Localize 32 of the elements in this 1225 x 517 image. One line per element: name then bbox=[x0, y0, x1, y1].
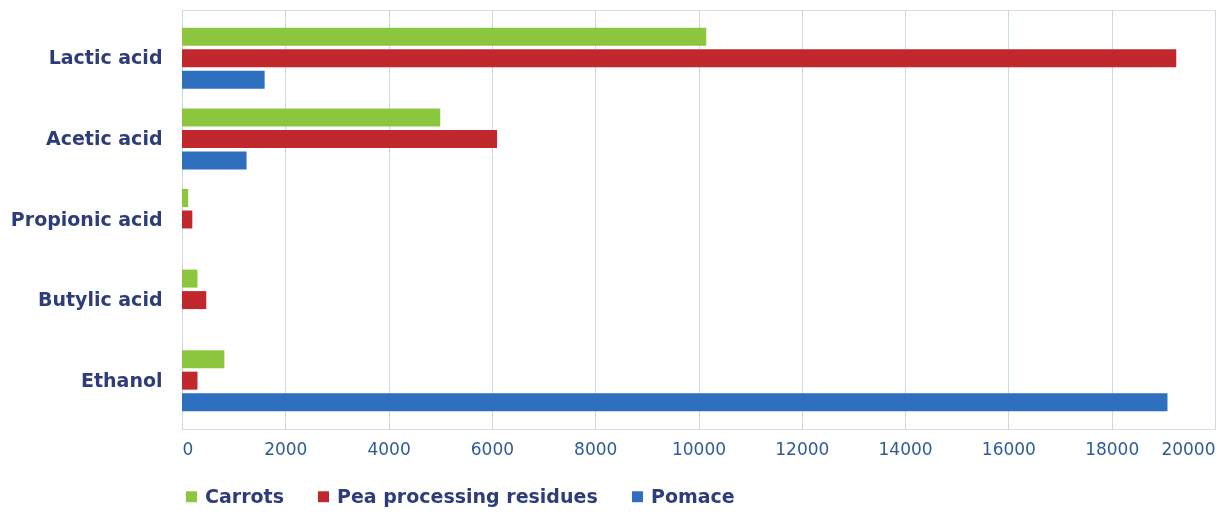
bar bbox=[182, 189, 189, 208]
bar bbox=[182, 129, 498, 148]
x-tick-label: 8000 bbox=[574, 438, 618, 459]
x-tick-label: 0 bbox=[182, 438, 194, 459]
legend-label: Pea processing residues bbox=[337, 484, 598, 507]
y-tick-label: Butylic acid bbox=[37, 288, 163, 311]
bar bbox=[182, 371, 198, 390]
x-tick-label: 10000 bbox=[671, 438, 727, 459]
bar bbox=[182, 70, 265, 89]
x-tick-label: 6000 bbox=[470, 438, 515, 459]
bar bbox=[182, 151, 247, 170]
x-tick-label: 20000 bbox=[1161, 438, 1216, 459]
x-tick-label: 4000 bbox=[367, 438, 411, 459]
y-tick-label: Propionic acid bbox=[10, 207, 163, 230]
x-tick-label: 14000 bbox=[878, 438, 933, 459]
legend-label: Pomace bbox=[651, 484, 735, 507]
bar bbox=[182, 108, 441, 127]
y-tick-label: Acetic acid bbox=[45, 126, 163, 149]
y-tick-label: Ethanol bbox=[80, 368, 163, 391]
legend-label: Carrots bbox=[205, 484, 284, 507]
x-tick-label: 2000 bbox=[264, 438, 308, 459]
bar bbox=[182, 291, 207, 310]
bar bbox=[182, 49, 1177, 68]
bar bbox=[182, 350, 225, 369]
bar bbox=[182, 27, 707, 46]
x-tick-label: 16000 bbox=[981, 438, 1036, 459]
bar bbox=[182, 269, 198, 288]
y-tick-label: Lactic acid bbox=[48, 46, 163, 69]
bar bbox=[182, 210, 193, 229]
bar bbox=[182, 393, 1168, 412]
x-tick-label: 18000 bbox=[1085, 438, 1140, 459]
x-tick-label: 12000 bbox=[775, 438, 830, 459]
